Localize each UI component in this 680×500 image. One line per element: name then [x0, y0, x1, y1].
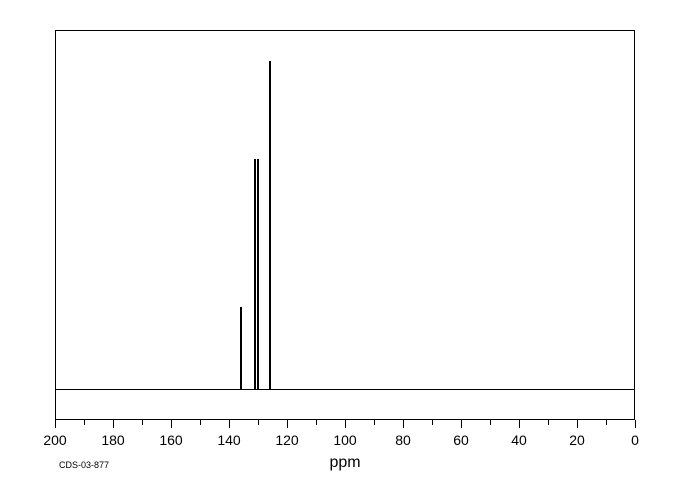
tick-label: 60	[453, 432, 469, 448]
baseline	[56, 389, 634, 390]
minor-tick	[374, 420, 375, 425]
major-tick	[229, 420, 230, 428]
major-tick	[287, 420, 288, 428]
major-tick	[403, 420, 404, 428]
major-tick	[635, 420, 636, 428]
minor-tick	[142, 420, 143, 425]
major-tick	[55, 420, 56, 428]
minor-tick	[258, 420, 259, 425]
minor-tick	[316, 420, 317, 425]
tick-label: 180	[101, 432, 124, 448]
tick-label: 100	[333, 432, 356, 448]
major-tick	[461, 420, 462, 428]
major-tick	[577, 420, 578, 428]
minor-tick	[548, 420, 549, 425]
tick-label: 200	[43, 432, 66, 448]
minor-tick	[490, 420, 491, 425]
tick-label: 160	[159, 432, 182, 448]
minor-tick	[84, 420, 85, 425]
x-axis-label: ppm	[329, 454, 360, 472]
major-tick	[519, 420, 520, 428]
tick-label: 40	[511, 432, 527, 448]
tick-label: 120	[275, 432, 298, 448]
tick-label: 0	[631, 432, 639, 448]
major-tick	[345, 420, 346, 428]
tick-label: 140	[217, 432, 240, 448]
spectrum-peak	[254, 159, 256, 389]
spectrum-peak	[240, 307, 242, 389]
tick-label: 20	[569, 432, 585, 448]
spectrum-container: 200180160140120100806040200 ppm CDS-03-8…	[0, 0, 680, 500]
footer-code: CDS-03-877	[59, 460, 109, 470]
minor-tick	[606, 420, 607, 425]
major-tick	[171, 420, 172, 428]
minor-tick	[432, 420, 433, 425]
minor-tick	[200, 420, 201, 425]
major-tick	[113, 420, 114, 428]
spectrum-peak	[257, 159, 259, 389]
plot-area	[55, 30, 635, 420]
spectrum-peak	[269, 61, 271, 389]
tick-label: 80	[395, 432, 411, 448]
